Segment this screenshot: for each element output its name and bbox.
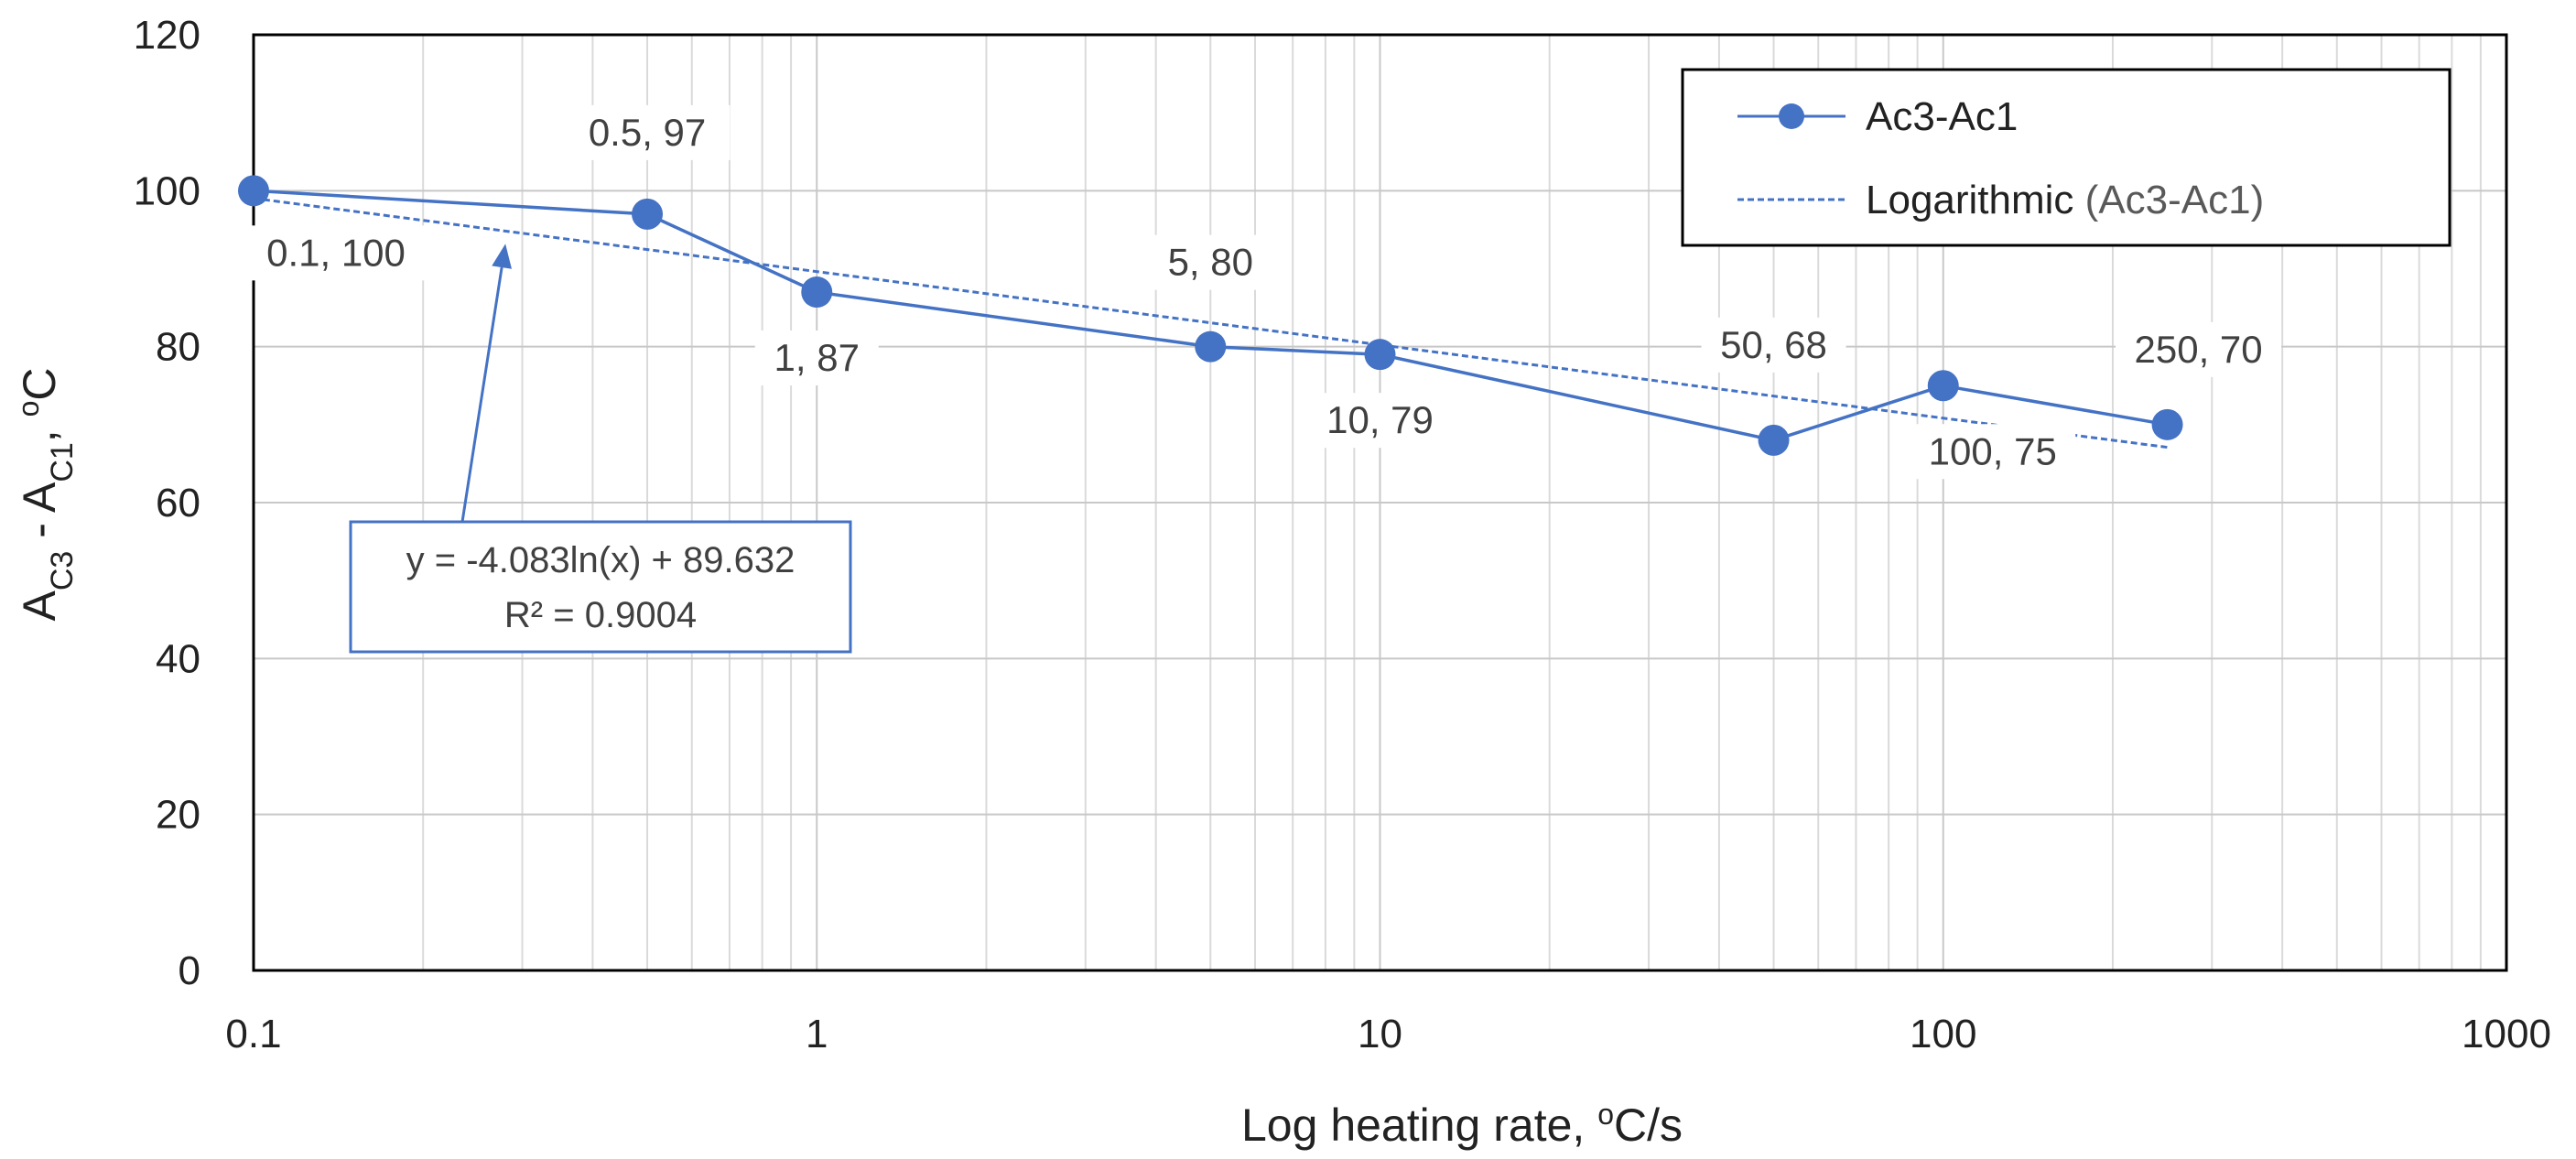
y-tick-label: 60 (156, 481, 200, 525)
x-tick-label: 1000 (2462, 1012, 2551, 1056)
x-axis-label: Log heating rate, oC/s (1241, 1098, 1683, 1151)
y-tick-label: 20 (156, 793, 200, 838)
equation-box-frame (349, 520, 852, 654)
y-tick-label: 0 (179, 948, 200, 993)
y-tick-label: 40 (156, 636, 200, 681)
equation-arrow (460, 266, 503, 523)
legend-frame (1681, 68, 2452, 247)
data-point (1195, 330, 1227, 363)
data-point (238, 175, 269, 207)
data-label: 1, 87 (774, 336, 860, 379)
data-label-background (2116, 321, 2282, 377)
x-tick-label: 1 (806, 1012, 828, 1056)
x-tick-label: 0.1 (225, 1012, 281, 1056)
y-axis-ticks: 0 20 40 60 80 100 120 (134, 13, 200, 993)
data-point (1758, 424, 1790, 456)
data-label: 0.5, 97 (589, 111, 706, 154)
data-label-background (564, 104, 731, 160)
series-line (253, 189, 2168, 442)
data-labels: 0.1, 100 0.5, 97 1, 87 5, 80 10, 79 50, 68 100… (243, 104, 2282, 480)
x-axis-ticks: 0.1 1 10 100 1000 (225, 1012, 2551, 1056)
x-tick-label: 100 (1910, 1012, 1976, 1056)
data-label-background (1701, 317, 1846, 373)
data-label-background (754, 330, 879, 386)
trendline-r-squared: R² = 0.9004 (504, 595, 697, 635)
data-point (2151, 408, 2183, 440)
trendline-equation: y = -4.083ln(x) + 89.632 (406, 540, 796, 580)
data-label-background (1148, 234, 1272, 290)
data-point (1364, 339, 1396, 371)
data-label: 10, 79 (1326, 398, 1434, 441)
data-label: 0.1, 100 (266, 231, 406, 274)
plot-area-frame (252, 33, 2508, 972)
data-label-background (1910, 424, 2076, 480)
data-point (632, 198, 664, 230)
trendline-equation-box: y = -4.083ln(x) + 89.632 R² = 0.9004 (349, 244, 852, 654)
series-layer (238, 175, 2183, 456)
legend-trendline-label: Logarithmic (Ac3-Ac1) (1866, 178, 2264, 222)
data-label-background (1307, 393, 1453, 449)
legend-series-label: Ac3-Ac1 (1866, 94, 2018, 139)
data-label: 250, 70 (2135, 328, 2263, 371)
data-label: 100, 75 (1929, 429, 2057, 472)
data-point (1927, 370, 1959, 402)
y-tick-label: 120 (134, 13, 200, 58)
y-tick-label: 100 (134, 168, 200, 213)
data-label-background (243, 225, 429, 281)
data-label: 5, 80 (1168, 241, 1253, 284)
equation-arrowhead (492, 244, 512, 269)
legend: Ac3-Ac1 Logarithmic (Ac3-Ac1) (1681, 68, 2452, 247)
y-tick-label: 80 (156, 325, 200, 370)
y-axis-label: AC3 - AC1, oC (12, 367, 80, 621)
x-tick-label: 10 (1358, 1012, 1402, 1056)
data-label: 50, 68 (1720, 323, 1827, 366)
data-point (801, 276, 833, 309)
legend-series-marker (1779, 103, 1804, 129)
